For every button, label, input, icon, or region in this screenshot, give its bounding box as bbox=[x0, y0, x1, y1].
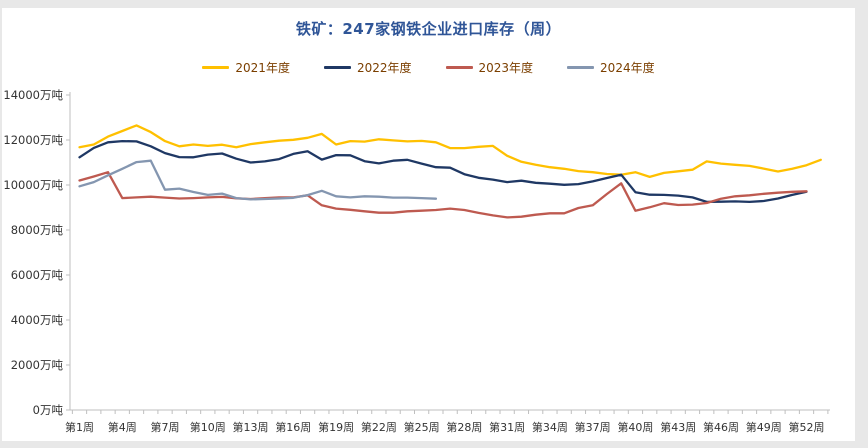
y-tick-label: 10000万吨 bbox=[3, 178, 63, 192]
x-tick-label: 第19周 bbox=[318, 420, 354, 434]
y-tick-label: 14000万吨 bbox=[3, 88, 63, 102]
x-tick-label: 第16周 bbox=[275, 420, 311, 434]
x-tick-label: 第46周 bbox=[703, 420, 739, 434]
x-tick-label: 第1周 bbox=[65, 420, 94, 434]
x-tick-label: 第31周 bbox=[489, 420, 525, 434]
legend-label: 2023年度 bbox=[478, 61, 534, 75]
legend-label: 2021年度 bbox=[235, 61, 290, 75]
legend-item-2023: 2023年度 bbox=[445, 59, 534, 76]
y-tick-label: 8000万吨 bbox=[11, 223, 64, 237]
x-tick-label: 第13周 bbox=[233, 420, 269, 434]
x-tick-label: 第28周 bbox=[446, 420, 482, 434]
x-tick-label: 第4周 bbox=[108, 420, 137, 434]
x-tick-label: 第37周 bbox=[575, 420, 611, 434]
legend-item-2022: 2022年度 bbox=[323, 59, 412, 76]
series-line-2024 bbox=[78, 159, 438, 201]
chart-legend: 2021年度 2022年度 2023年度 2024年度 bbox=[2, 59, 855, 76]
y-tick-label: 12000万吨 bbox=[3, 133, 63, 147]
x-tick-label: 第43周 bbox=[660, 420, 696, 434]
series-line-2022 bbox=[78, 139, 808, 204]
line-chart: 0万吨 2000万吨 4000万吨 6000万吨 8000万吨 10000万吨 12000万… bbox=[3, 88, 830, 434]
y-tick-label: 4000万吨 bbox=[11, 313, 64, 327]
y-tick-label: 2000万吨 bbox=[11, 358, 64, 372]
x-tick-label: 第52周 bbox=[789, 420, 825, 434]
legend-item-2024: 2024年度 bbox=[567, 59, 655, 76]
legend-swatch-icon bbox=[202, 66, 230, 69]
legend-item-2021: 2021年度 bbox=[202, 59, 290, 76]
x-tick-label: 第34周 bbox=[532, 420, 568, 434]
chart-panel: 铁矿：247家钢铁企业进口库存（周） 2021年度 2022年度 2023年度 202… bbox=[2, 8, 855, 441]
legend-label: 2022年度 bbox=[356, 61, 412, 75]
legend-swatch-icon bbox=[323, 66, 351, 69]
legend-swatch-icon bbox=[445, 66, 473, 69]
legend-swatch-icon bbox=[567, 66, 595, 69]
series-line-2023 bbox=[78, 171, 808, 219]
chart-title: 铁矿：247家钢铁企业进口库存（周） bbox=[295, 20, 562, 38]
legend-label: 2024年度 bbox=[600, 61, 655, 75]
x-tick-label: 第25周 bbox=[404, 420, 440, 434]
x-tick-label: 第49周 bbox=[746, 420, 782, 434]
x-tick-label: 第40周 bbox=[617, 420, 653, 434]
x-tick-label: 第10周 bbox=[190, 420, 226, 434]
y-tick-label: 6000万吨 bbox=[11, 268, 64, 282]
series-line-2021 bbox=[78, 124, 822, 179]
y-tick-label: 0万吨 bbox=[33, 403, 64, 417]
x-tick-label: 第22周 bbox=[361, 420, 397, 434]
x-tick-label: 第7周 bbox=[151, 420, 180, 434]
